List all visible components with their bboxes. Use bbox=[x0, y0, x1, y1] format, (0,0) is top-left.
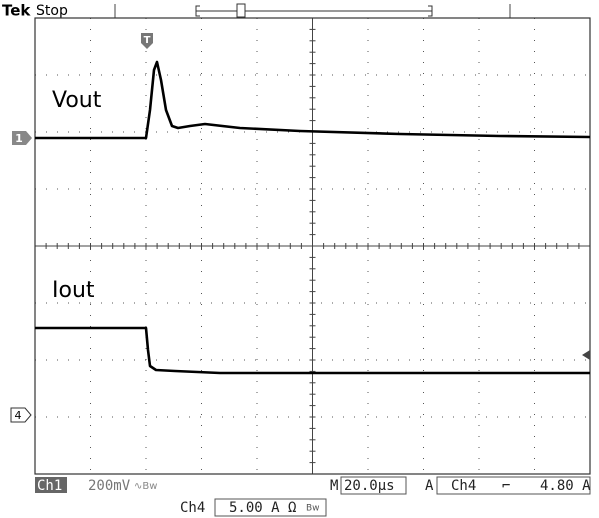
timebase-prefix: M bbox=[330, 478, 338, 494]
trace-label: Iout bbox=[52, 278, 95, 303]
record-marker bbox=[236, 3, 246, 18]
scale: 5.00 A Ω bbox=[229, 500, 296, 516]
coupling: ∿Bw bbox=[134, 481, 157, 492]
trigger-marker: T bbox=[144, 35, 151, 46]
channel: Ch4 bbox=[180, 500, 205, 516]
trigger-marker-bg bbox=[141, 33, 153, 49]
trigger-level: 4.80 A bbox=[540, 478, 591, 494]
channel-marker: 4 bbox=[15, 409, 22, 422]
status: Stop bbox=[36, 3, 68, 19]
trigger-level-marker bbox=[582, 350, 590, 360]
trigger-slope: ⌐ bbox=[502, 478, 510, 494]
scale-box bbox=[214, 498, 327, 517]
brand: Tek bbox=[2, 2, 31, 20]
channel-marker-bg bbox=[10, 407, 32, 423]
iout-trace bbox=[35, 326, 590, 375]
timebase-box bbox=[340, 476, 407, 495]
channel: Ch1 bbox=[37, 478, 62, 494]
trace-label: Vout bbox=[52, 88, 102, 113]
record-bracket bbox=[195, 5, 433, 17]
channel-marker-bg bbox=[12, 131, 32, 145]
screen-border bbox=[34, 17, 591, 475]
trigger-box bbox=[436, 476, 591, 495]
graticule bbox=[34, 17, 591, 475]
coupling: Bw bbox=[306, 504, 320, 514]
scale: 200mV bbox=[88, 478, 131, 494]
timebase: 20.0µs bbox=[344, 478, 395, 494]
channel-box bbox=[35, 477, 67, 493]
vout-trace bbox=[35, 60, 591, 140]
trigger-source: Ch4 bbox=[451, 478, 476, 494]
trigger-mode: A bbox=[425, 478, 434, 494]
channel-marker: 1 bbox=[15, 132, 23, 145]
